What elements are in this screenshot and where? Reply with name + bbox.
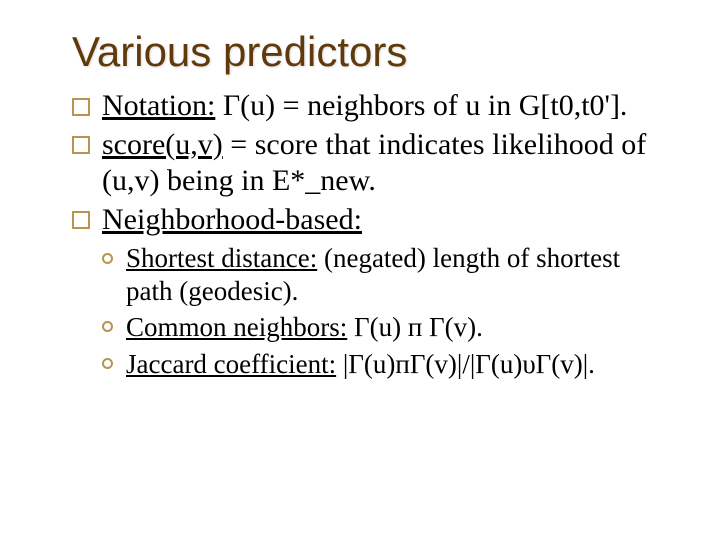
text-run-underlined: Shortest distance: xyxy=(126,243,317,273)
slide: Various predictors Notation: Γ(u) = neig… xyxy=(0,0,720,540)
ring-bullet-icon xyxy=(102,321,113,332)
text-run-underlined: Jaccard coefficient: xyxy=(126,349,336,379)
sub-item: Shortest distance: (negated) length of s… xyxy=(102,242,670,307)
body-item-text: Neighborhood-based: xyxy=(102,203,362,236)
square-bullet-icon xyxy=(72,136,90,154)
body-item-text: Notation: Γ(u) = neighbors of u in G[t0,… xyxy=(102,89,627,122)
body-item: Notation: Γ(u) = neighbors of u in G[t0,… xyxy=(72,88,670,125)
sub-list: Shortest distance: (negated) length of s… xyxy=(102,242,670,380)
square-bullet-icon xyxy=(72,211,90,229)
text-run-underlined: Neighborhood-based: xyxy=(102,203,362,236)
sub-item-text: Jaccard coefficient: |Γ(u)пΓ(v)|/|Γ(u)υΓ… xyxy=(126,349,595,379)
ring-bullet-icon xyxy=(102,253,113,264)
body-item: score(u,v) = score that indicates likeli… xyxy=(72,127,670,200)
body-list: Notation: Γ(u) = neighbors of u in G[t0,… xyxy=(72,88,670,380)
slide-title: Various predictors xyxy=(72,28,670,76)
sub-item-text: Common neighbors: Γ(u) п Γ(v). xyxy=(126,312,483,342)
text-run-underlined: Notation: xyxy=(102,89,215,122)
text-run-underlined: Common neighbors: xyxy=(126,312,347,342)
square-bullet-icon xyxy=(72,98,90,116)
body-item-text: score(u,v) = score that indicates likeli… xyxy=(102,128,646,198)
text-run: |Γ(u)пΓ(v)|/|Γ(u)υΓ(v)|. xyxy=(336,349,595,379)
text-run: Γ(u) = neighbors of u in G[t0,t0']. xyxy=(215,89,627,122)
ring-bullet-icon xyxy=(102,358,113,369)
text-run-underlined: score(u,v) xyxy=(102,128,223,161)
body-item: Neighborhood-based: Shortest distance: (n… xyxy=(72,202,670,380)
sub-item-text: Shortest distance: (negated) length of s… xyxy=(126,243,620,305)
text-run: Γ(u) п Γ(v). xyxy=(347,312,483,342)
sub-item: Common neighbors: Γ(u) п Γ(v). xyxy=(102,311,670,343)
sub-item: Jaccard coefficient: |Γ(u)пΓ(v)|/|Γ(u)υΓ… xyxy=(102,348,670,380)
